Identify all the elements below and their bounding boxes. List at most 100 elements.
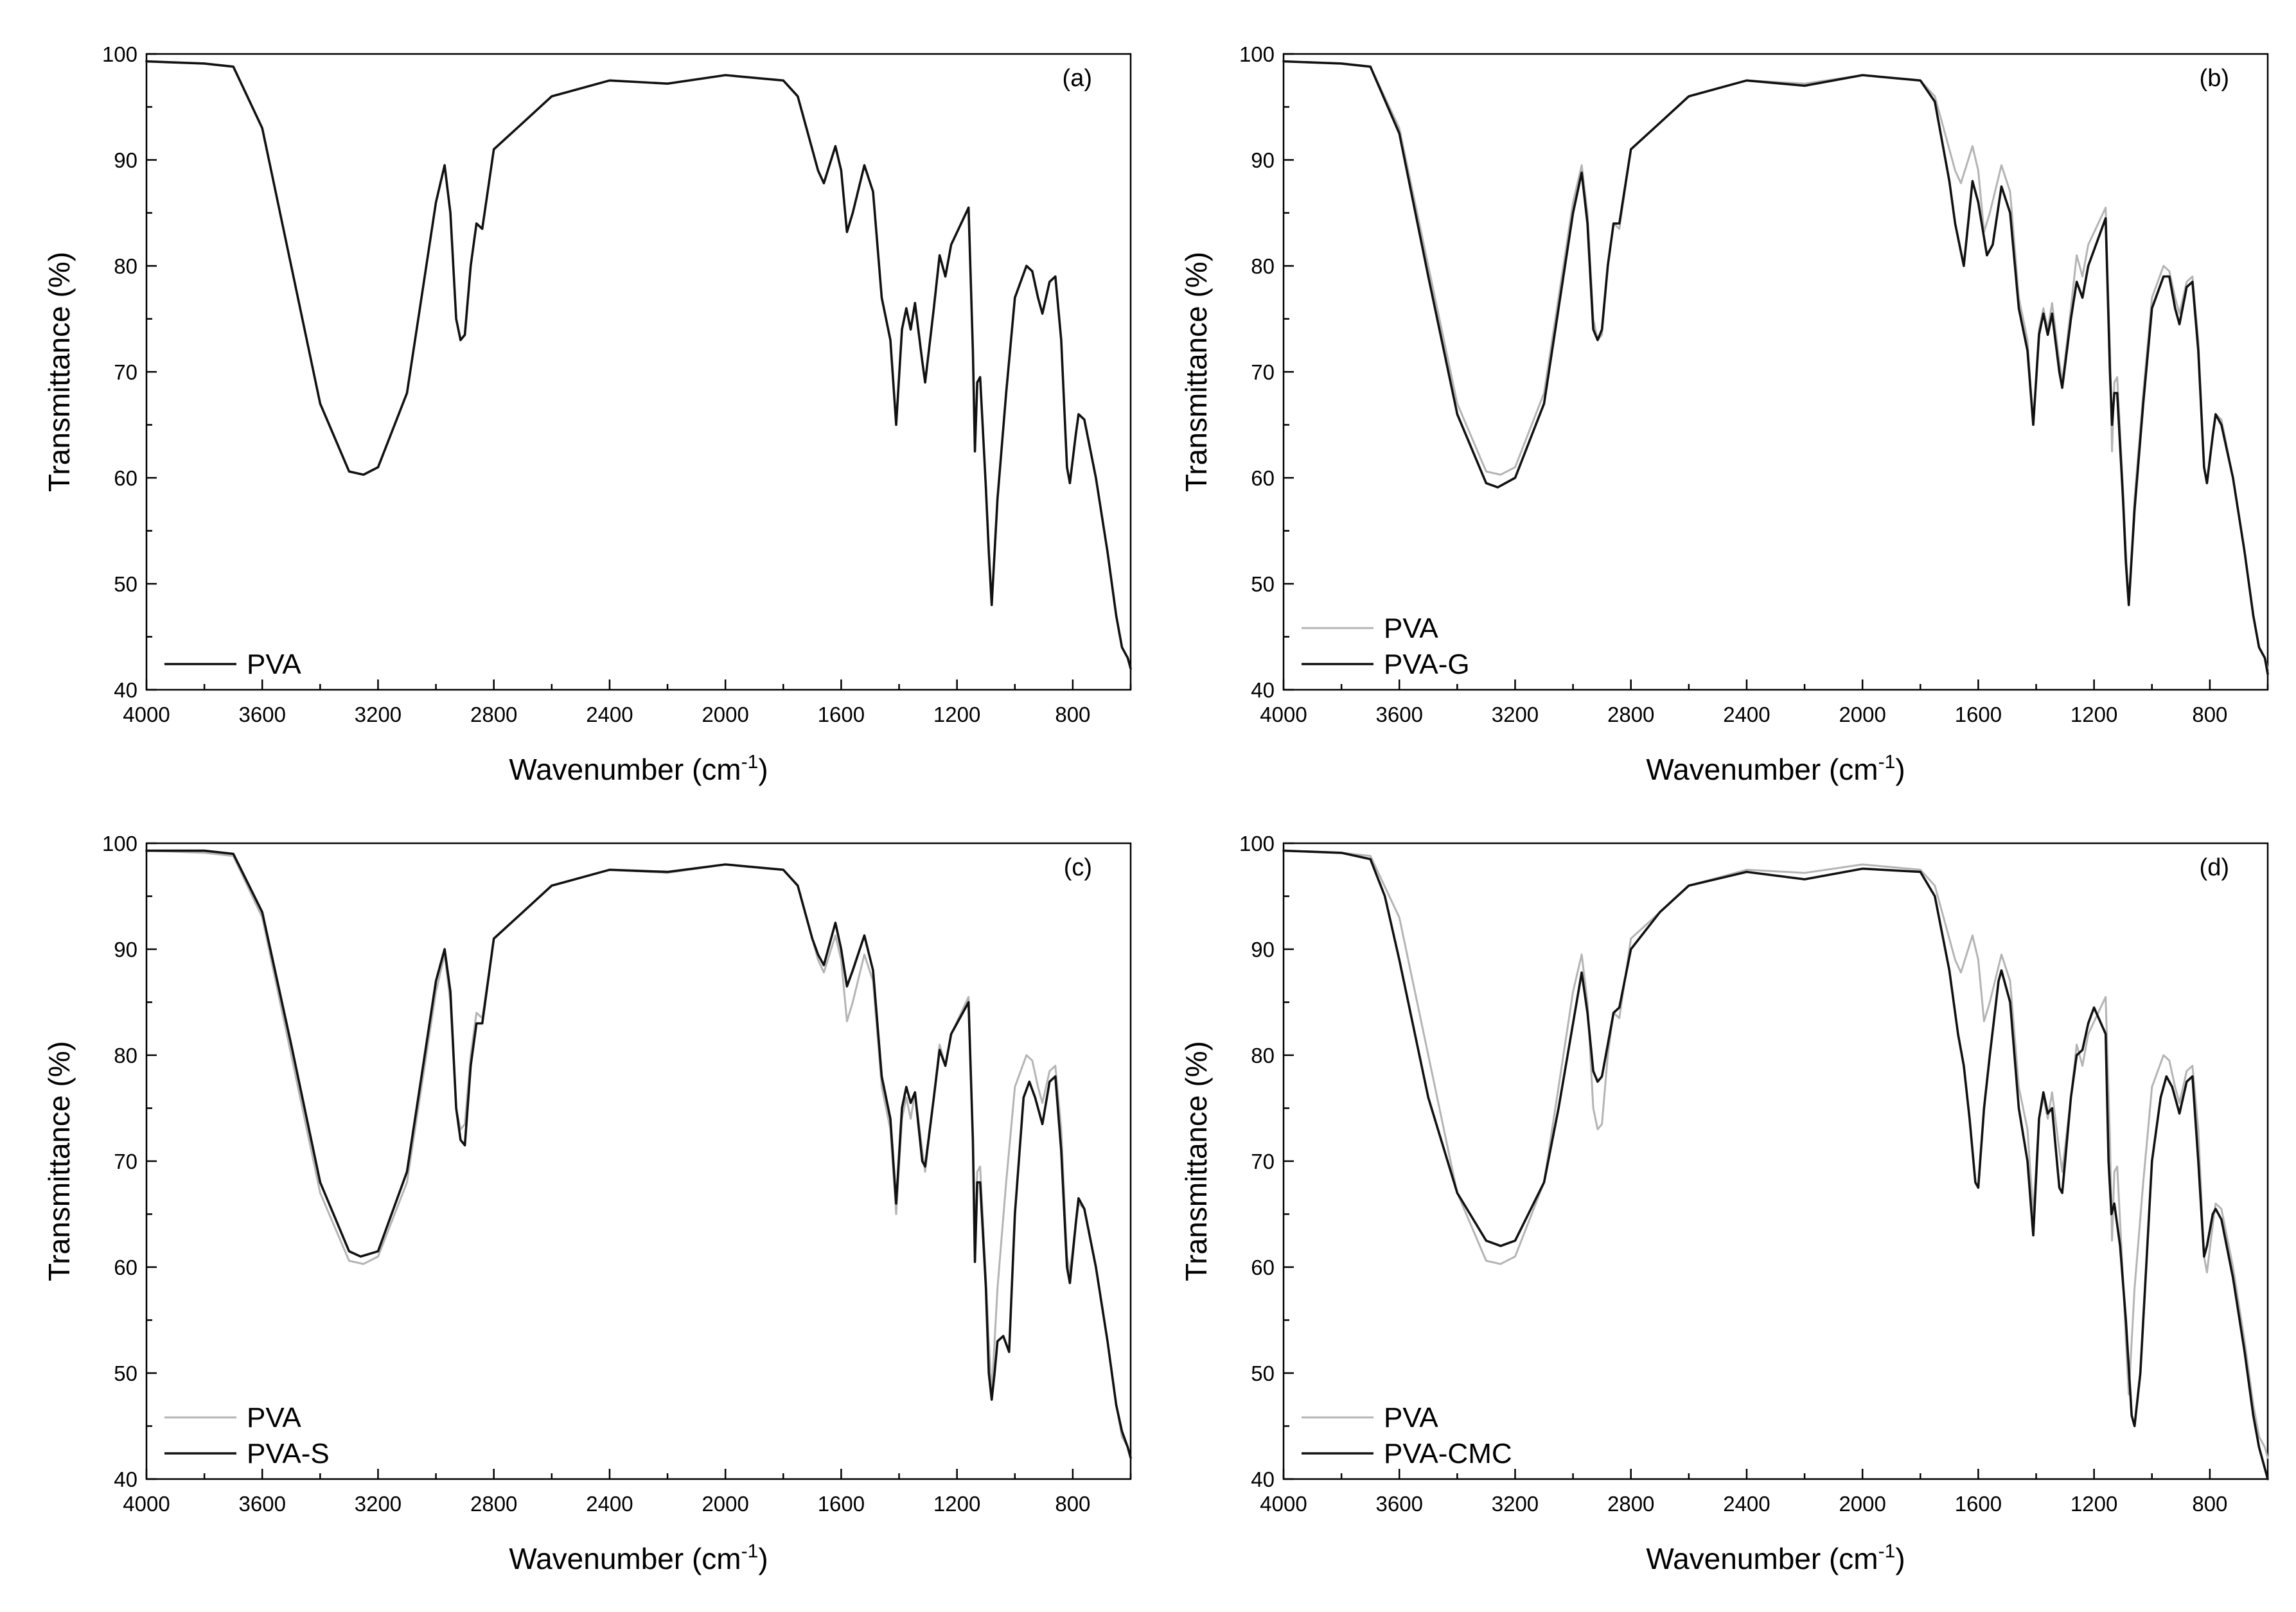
x-axis-label: Wavenumber (cm-1) [1646, 1541, 1905, 1575]
x-tick-label: 3600 [239, 703, 286, 726]
y-tick-label: 60 [114, 466, 137, 490]
y-tick-label: 100 [102, 42, 137, 66]
x-tick-label: 800 [2192, 1492, 2227, 1516]
y-tick-label: 80 [114, 254, 137, 278]
y-tick-label: 50 [114, 1362, 137, 1385]
x-tick-label: 1200 [933, 703, 980, 726]
panel-d: 4000 3600 3200 2800 2400 2000 1600 1200 800 40 50 6… [1179, 832, 2269, 1575]
y-tick-label: 90 [1251, 938, 1275, 961]
x-tick-label: 3200 [1492, 1492, 1539, 1516]
y-tick-label: 50 [114, 572, 137, 596]
y-tick-label: 60 [1251, 466, 1275, 490]
y-tick-label: 40 [114, 1467, 137, 1491]
y-tick-label: 50 [1251, 1362, 1275, 1385]
legend-entry: PVA-S [247, 1438, 330, 1469]
x-tick-label: 1600 [818, 703, 865, 726]
x-tick-label: 3600 [1376, 703, 1423, 726]
x-tick-label: 4000 [123, 1492, 170, 1516]
series-line-pva [145, 60, 1132, 670]
series-line-pva-g [1282, 60, 2269, 676]
y-tick-label: 40 [1251, 678, 1275, 702]
y-tick-label: 80 [1251, 1044, 1275, 1067]
y-tick-label: 90 [114, 148, 137, 172]
y-axis-label: Transmittance (%) [1179, 1041, 1213, 1281]
plot-frame [145, 842, 1132, 1480]
x-tick-label: 800 [1055, 1492, 1090, 1516]
y-axis-label: Transmittance (%) [42, 252, 76, 492]
chart-panels: 4000 3600 3200 2800 2400 2000 1600 1200 800 40 50 6… [42, 42, 2269, 1575]
panel-label: (b) [2200, 65, 2229, 92]
x-tick-label: 2400 [586, 703, 633, 726]
x-tick-label: 2000 [702, 703, 748, 726]
series-line-pva-cmc [1282, 849, 2269, 1480]
x-tick-label: 4000 [1260, 1492, 1307, 1516]
y-tick-label: 50 [1251, 572, 1275, 596]
x-tick-label: 2400 [1723, 1492, 1770, 1516]
panel-label: (a) [1063, 65, 1092, 92]
y-axis-label: Transmittance (%) [1179, 252, 1213, 492]
legend-entry: PVA-G [1384, 649, 1470, 680]
x-tick-label: 1600 [818, 1492, 865, 1516]
y-tick-label: 90 [1251, 148, 1275, 172]
y-tick-label: 70 [1251, 360, 1275, 384]
x-tick-label: 2000 [1839, 1492, 1885, 1516]
x-tick-label: 800 [1055, 703, 1090, 726]
x-tick-label: 2800 [470, 703, 517, 726]
plot-frame [1282, 842, 2269, 1480]
x-tick-label: 2000 [1839, 703, 1885, 726]
panel-c: 4000 3600 3200 2800 2400 2000 1600 1200 800 40 50 6… [42, 832, 1132, 1575]
x-tick-label: 3600 [239, 1492, 286, 1516]
x-tick-label: 3200 [355, 1492, 402, 1516]
x-tick-label: 3600 [1376, 1492, 1423, 1516]
x-tick-label: 1600 [1955, 703, 2002, 726]
plot-frame [145, 53, 1132, 691]
x-tick-label: 2800 [1607, 703, 1654, 726]
y-tick-label: 70 [114, 360, 137, 384]
legend-entry: PVA [247, 1402, 301, 1433]
y-tick-label: 70 [1251, 1150, 1275, 1173]
x-tick-label: 3200 [355, 703, 402, 726]
x-axis-label: Wavenumber (cm-1) [1646, 751, 1905, 786]
panel-label: (d) [2200, 854, 2229, 881]
panel-b: 4000 3600 3200 2800 2400 2000 1600 1200 800 40 50 6… [1179, 42, 2269, 786]
series-line-pva [145, 850, 1132, 1459]
x-tick-label: 2800 [1607, 1492, 1654, 1516]
y-tick-label: 80 [114, 1044, 137, 1067]
panel-label: (c) [1064, 854, 1092, 881]
x-tick-label: 1200 [2071, 703, 2117, 726]
y-tick-label: 100 [1239, 42, 1275, 66]
legend-entry: PVA [247, 649, 301, 680]
series-line-pva-s [145, 849, 1132, 1459]
x-tick-label: 800 [2192, 703, 2227, 726]
y-tick-label: 40 [114, 678, 137, 702]
y-tick-label: 80 [1251, 254, 1275, 278]
x-tick-label: 2400 [1723, 703, 1770, 726]
legend-entry: PVA [1384, 613, 1438, 644]
x-tick-label: 4000 [1260, 703, 1307, 726]
x-tick-label: 1200 [2071, 1492, 2117, 1516]
plot-frame [1282, 53, 2269, 691]
legend-entry: PVA [1384, 1402, 1438, 1433]
panel-a: 4000 3600 3200 2800 2400 2000 1600 1200 800 40 50 6… [42, 42, 1132, 786]
x-tick-label: 4000 [123, 703, 170, 726]
x-axis-label: Wavenumber (cm-1) [509, 751, 768, 786]
y-tick-label: 60 [1251, 1256, 1275, 1279]
y-axis-label: Transmittance (%) [42, 1041, 76, 1281]
y-tick-label: 40 [1251, 1467, 1275, 1491]
x-tick-label: 3200 [1492, 703, 1539, 726]
x-tick-label: 2000 [702, 1492, 748, 1516]
y-tick-label: 60 [114, 1256, 137, 1279]
series-line-pva [1282, 60, 2269, 670]
y-tick-label: 70 [114, 1150, 137, 1173]
y-tick-label: 100 [102, 832, 137, 855]
y-tick-label: 100 [1239, 832, 1275, 855]
x-tick-label: 1200 [933, 1492, 980, 1516]
x-tick-label: 2400 [586, 1492, 633, 1516]
series-line-pva [1282, 850, 2269, 1459]
legend-entry: PVA-CMC [1384, 1438, 1512, 1469]
y-tick-label: 90 [114, 938, 137, 961]
x-tick-label: 2800 [470, 1492, 517, 1516]
x-axis-label: Wavenumber (cm-1) [509, 1541, 768, 1575]
x-tick-label: 1600 [1955, 1492, 2002, 1516]
